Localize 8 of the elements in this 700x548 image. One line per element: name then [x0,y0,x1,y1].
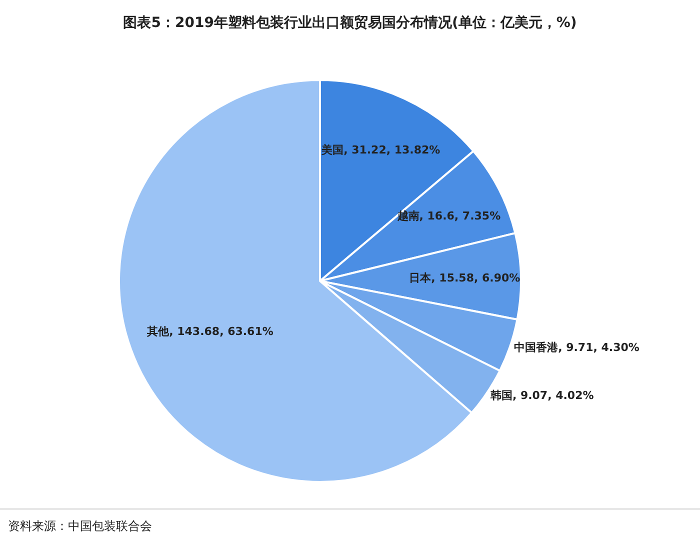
chart-title: 图表5：2019年塑料包装行业出口额贸易国分布情况(单位：亿美元，%) [123,14,577,31]
slice-label: 美国, 31.22, 13.82% [320,144,440,157]
slice-label: 其他, 143.68, 63.61% [146,325,274,338]
slice-label: 韩国, 9.07, 4.02% [489,388,594,402]
text: 资料来源：中国包装联合会 [8,519,152,533]
slice-label: 越南, 16.6, 7.35% [396,209,501,222]
slice-label: 日本, 15.58, 6.90% [409,272,520,285]
slice-label: 中国香港, 9.71, 4.30% [514,341,640,354]
